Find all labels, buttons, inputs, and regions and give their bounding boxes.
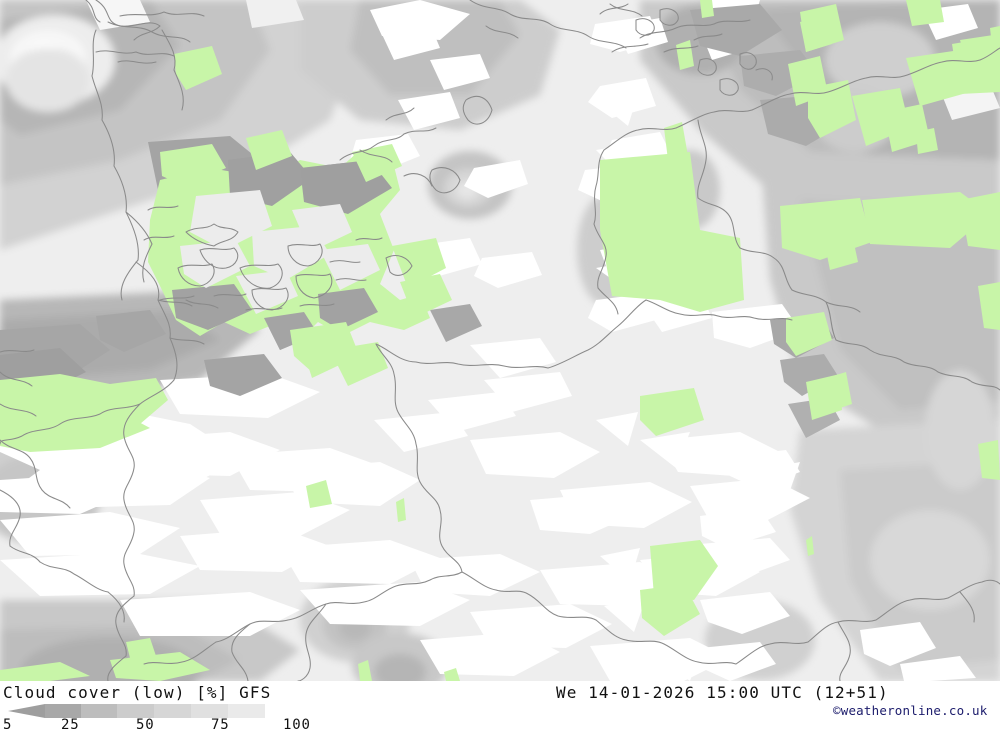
color-swatch-1 bbox=[45, 704, 81, 718]
map-area[interactable] bbox=[0, 0, 1000, 681]
color-scale-tick-50: 50 bbox=[136, 717, 155, 733]
copyright-label: ©weatheronline.co.uk bbox=[833, 703, 988, 718]
color-swatch-2 bbox=[81, 704, 117, 718]
color-swatch-5 bbox=[191, 704, 228, 718]
chart-title: Cloud cover (low) [%] GFS bbox=[3, 683, 272, 702]
color-swatch-4 bbox=[154, 704, 191, 718]
color-scale-legend bbox=[0, 704, 300, 718]
color-scale-ticks: 5 25 50 75 100 bbox=[0, 717, 340, 733]
color-scale-tick-75: 75 bbox=[211, 717, 230, 733]
color-scale-tick-100: 100 bbox=[283, 717, 311, 733]
color-scale-tick-5: 5 bbox=[3, 717, 13, 733]
valid-datetime-label: We 14-01-2026 15:00 UTC (12+51) bbox=[556, 683, 889, 702]
color-swatch-3 bbox=[117, 704, 154, 718]
chart-footer: Cloud cover (low) [%] GFS We 14-01-2026 … bbox=[0, 681, 1000, 733]
cloud-field-clear bbox=[0, 0, 978, 681]
cloud-cover-raster bbox=[0, 0, 1000, 681]
color-scale-tick-25: 25 bbox=[61, 717, 80, 733]
color-swatch-0 bbox=[8, 704, 45, 718]
color-swatch-6 bbox=[228, 704, 265, 718]
political-borders bbox=[0, 0, 1000, 681]
